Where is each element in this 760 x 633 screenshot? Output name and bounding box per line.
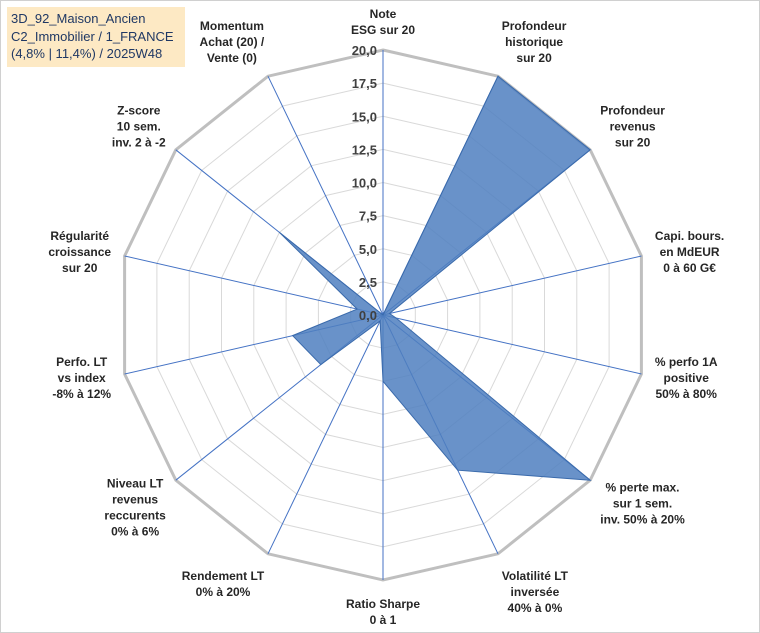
axis-label-line: 0 à 1 <box>370 613 397 627</box>
radar-tick-labels: 0,0 2,5 5,0 7,5 10,0 12,5 15,0 17,5 20,0 <box>352 43 377 323</box>
axis-label-line: ESG sur 20 <box>351 23 415 37</box>
axis-label: % perfo 1A positive 50% à 80% <box>655 355 718 401</box>
chart-title-box: 3D_92_Maison_Ancien C2_Immobilier / 1_FR… <box>7 7 185 67</box>
axis-label-line: inv. 50% à 20% <box>600 512 685 526</box>
axis-label-line: 40% à 0% <box>508 601 563 615</box>
axis-label-line: inversée <box>511 585 560 599</box>
axis-label-line: croissance <box>48 245 111 259</box>
axis-label-line: en MdEUR <box>660 245 720 259</box>
axis-label-line: Régularité <box>50 229 109 243</box>
axis-label-line: sur 20 <box>516 51 552 65</box>
axis-label-line: sur 1 sem. <box>613 496 672 510</box>
axis-label-line: Rendement LT <box>182 569 265 583</box>
axis-label-line: 10 sem. <box>117 120 161 134</box>
axis-label-line: Z-score <box>117 104 161 118</box>
tick-label: 2,5 <box>359 275 377 290</box>
axis-label: Ratio Sharpe 0 à 1 <box>346 597 420 627</box>
axis-label-line: Niveau LT <box>107 476 164 490</box>
axis-label: Momentum Achat (20) / Vente (0) <box>200 19 265 65</box>
axis-label-line: -8% à 12% <box>52 387 111 401</box>
axis-label-line: Volatilité LT <box>502 569 569 583</box>
axis-label-line: positive <box>664 371 710 385</box>
axis-label-line: Capi. bours. <box>655 229 724 243</box>
axis-label-line: sur 20 <box>62 261 98 275</box>
axis-label-line: % perfo 1A <box>655 355 718 369</box>
tick-label: 10,0 <box>352 176 377 191</box>
axis-label: Rendement LT 0% à 20% <box>182 569 265 599</box>
axis-label-line: 0 à 60 G€ <box>663 261 716 275</box>
axis-label-line: Note <box>370 7 397 21</box>
axis-label: Volatilité LT inversée 40% à 0% <box>502 569 569 615</box>
axis-label-line: Momentum <box>200 19 264 33</box>
axis-label-line: reccurents <box>104 508 166 522</box>
axis-label-line: Perfo. LT <box>56 355 108 369</box>
axis-spoke <box>382 255 642 316</box>
axis-label: Régularité croissance sur 20 <box>48 229 111 275</box>
axis-label: % perte max. sur 1 sem. inv. 50% à 20% <box>600 480 685 526</box>
axis-label-line: Achat (20) / <box>200 35 265 49</box>
axis-label: Niveau LT revenus reccurents 0% à 6% <box>104 476 166 538</box>
axis-label-line: Profondeur <box>600 104 665 118</box>
axis-label: Profondeur revenus sur 20 <box>600 104 665 150</box>
axis-label-line: revenus <box>112 492 158 506</box>
title-line-1: 3D_92_Maison_Ancien <box>11 11 146 26</box>
axis-label-line: historique <box>505 35 563 49</box>
axis-label-line: sur 20 <box>615 136 651 150</box>
tick-label: 15,0 <box>352 109 377 124</box>
tick-label: 12,5 <box>352 142 377 157</box>
axis-label-line: Profondeur <box>502 19 567 33</box>
axis-label-line: Vente (0) <box>207 51 257 65</box>
radar-axis-labels: Note ESG sur 20 Profondeur historique sur 20… <box>48 7 724 627</box>
radar-series <box>279 75 592 481</box>
axis-label-line: 0% à 6% <box>111 524 159 538</box>
tick-label: 20,0 <box>352 43 377 58</box>
axis-label-line: 50% à 80% <box>656 387 718 401</box>
tick-label: 7,5 <box>359 209 377 224</box>
title-line-2: C2_Immobilier / 1_FRANCE <box>11 28 174 44</box>
tick-label: 5,0 <box>359 242 377 257</box>
tick-label: 0,0 <box>359 308 377 323</box>
title-line-3: (4,8% | 11,4%) / 2025W48 <box>11 46 163 61</box>
axis-label-line: inv. 2 à -2 <box>112 136 166 150</box>
axis-label-line: % perte max. <box>605 480 679 494</box>
tick-label: 17,5 <box>352 76 377 91</box>
axis-spoke <box>382 314 642 375</box>
axis-label-line: Ratio Sharpe <box>346 597 420 611</box>
axis-label-line: vs index <box>58 371 106 385</box>
axis-label: Note ESG sur 20 <box>351 7 415 37</box>
axis-label: Z-score 10 sem. inv. 2 à -2 <box>112 104 166 150</box>
axis-spoke <box>124 255 384 316</box>
axis-label-line: 0% à 20% <box>196 585 251 599</box>
axis-spoke <box>267 314 384 555</box>
axis-label: Profondeur historique sur 20 <box>502 19 567 65</box>
axis-spoke <box>267 75 384 316</box>
axis-label-line: revenus <box>610 120 656 134</box>
axis-label: Perfo. LT vs index -8% à 12% <box>52 355 111 401</box>
series-area <box>279 75 592 481</box>
axis-label: Capi. bours. en MdEUR 0 à 60 G€ <box>655 229 724 275</box>
